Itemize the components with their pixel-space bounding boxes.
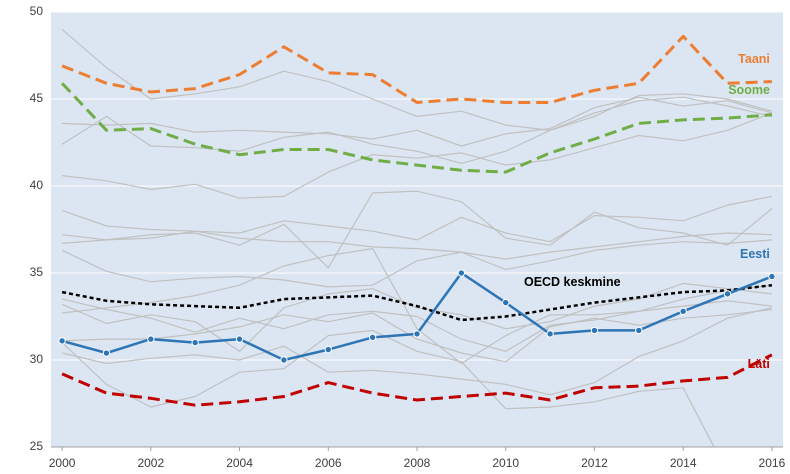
point bbox=[723, 290, 732, 298]
point bbox=[235, 335, 244, 343]
point bbox=[102, 349, 111, 357]
x-tick-label: 2006 bbox=[315, 456, 342, 470]
series-label: Eesti bbox=[740, 247, 770, 261]
series-label: Läti bbox=[748, 357, 770, 371]
y-tick-label: 25 bbox=[30, 439, 44, 453]
series-label: Taani bbox=[738, 52, 770, 66]
y-tick-label: 30 bbox=[30, 352, 44, 366]
series-label: Soome bbox=[728, 83, 770, 97]
point bbox=[58, 337, 66, 345]
point bbox=[679, 307, 687, 315]
point bbox=[413, 330, 421, 338]
x-tick-label: 2008 bbox=[404, 456, 431, 470]
background-line bbox=[61, 282, 772, 352]
background-line bbox=[61, 298, 772, 352]
overlay: 25 30 35 40 45 50 2000 2002 2004 2006 2008 2010 2012… bbox=[30, 4, 786, 470]
y-tick-label: 50 bbox=[30, 4, 44, 18]
point bbox=[635, 326, 643, 335]
point bbox=[324, 345, 332, 354]
point bbox=[768, 272, 776, 281]
series-label: OECD keskmine bbox=[524, 275, 621, 289]
x-tick-label: 2014 bbox=[670, 456, 697, 470]
lines bbox=[58, 28, 776, 447]
point bbox=[457, 269, 466, 277]
y-tick-label: 40 bbox=[30, 178, 44, 192]
point bbox=[502, 298, 510, 307]
x-tick-label: 2016 bbox=[759, 456, 786, 470]
background-line bbox=[62, 96, 773, 147]
background-line bbox=[62, 248, 772, 365]
y-tick-label: 35 bbox=[30, 265, 44, 279]
point bbox=[546, 330, 554, 338]
series-line bbox=[61, 283, 773, 322]
x-tick-label: 2010 bbox=[492, 456, 519, 470]
background-line bbox=[61, 96, 773, 164]
series-line bbox=[61, 34, 772, 104]
series-line bbox=[61, 353, 773, 407]
x-tick-label: 2004 bbox=[226, 456, 253, 470]
background-line bbox=[62, 112, 773, 199]
x-tick-label: 2012 bbox=[581, 456, 608, 470]
background-line bbox=[61, 307, 773, 396]
x-tick-label: 2002 bbox=[137, 456, 164, 470]
point bbox=[147, 335, 155, 343]
background-line bbox=[62, 230, 772, 260]
background-line bbox=[61, 239, 772, 288]
point bbox=[368, 333, 377, 342]
series-line bbox=[61, 82, 773, 174]
y-tick-label: 45 bbox=[30, 91, 44, 105]
point bbox=[280, 356, 288, 364]
background-line bbox=[61, 28, 773, 131]
point bbox=[191, 338, 199, 347]
point bbox=[590, 326, 599, 335]
x-tick-label: 2000 bbox=[49, 456, 76, 470]
background-line bbox=[61, 195, 773, 243]
